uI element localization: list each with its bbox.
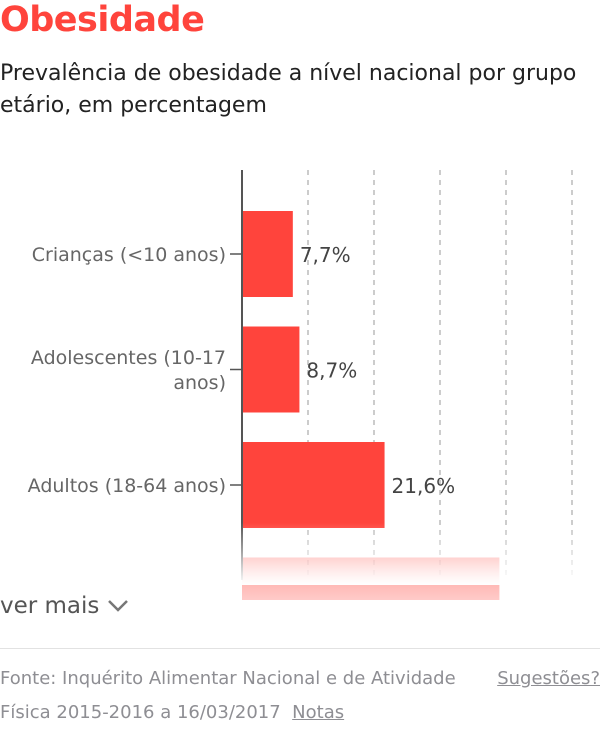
- source-text: Fonte: Inquérito Alimentar Nacional e de…: [0, 662, 470, 730]
- bar-chart: 7,7%Crianças (<10 anos)8,7%Adolescentes …: [0, 170, 600, 600]
- chevron-down-icon: [108, 600, 129, 612]
- suggestions-link[interactable]: Sugestões?: [497, 668, 600, 689]
- source-label: Fonte: Inquérito Alimentar Nacional e de…: [0, 668, 456, 723]
- fade-overlay: [0, 170, 600, 585]
- chart-subtitle: Prevalência de obesidade a nível naciona…: [0, 61, 577, 118]
- chart-title: Obesidade: [0, 0, 205, 40]
- see-more-label: ver mais: [0, 593, 100, 619]
- divider: [0, 648, 600, 649]
- notes-link[interactable]: Notas: [292, 702, 345, 723]
- see-more-button[interactable]: ver mais: [0, 593, 129, 619]
